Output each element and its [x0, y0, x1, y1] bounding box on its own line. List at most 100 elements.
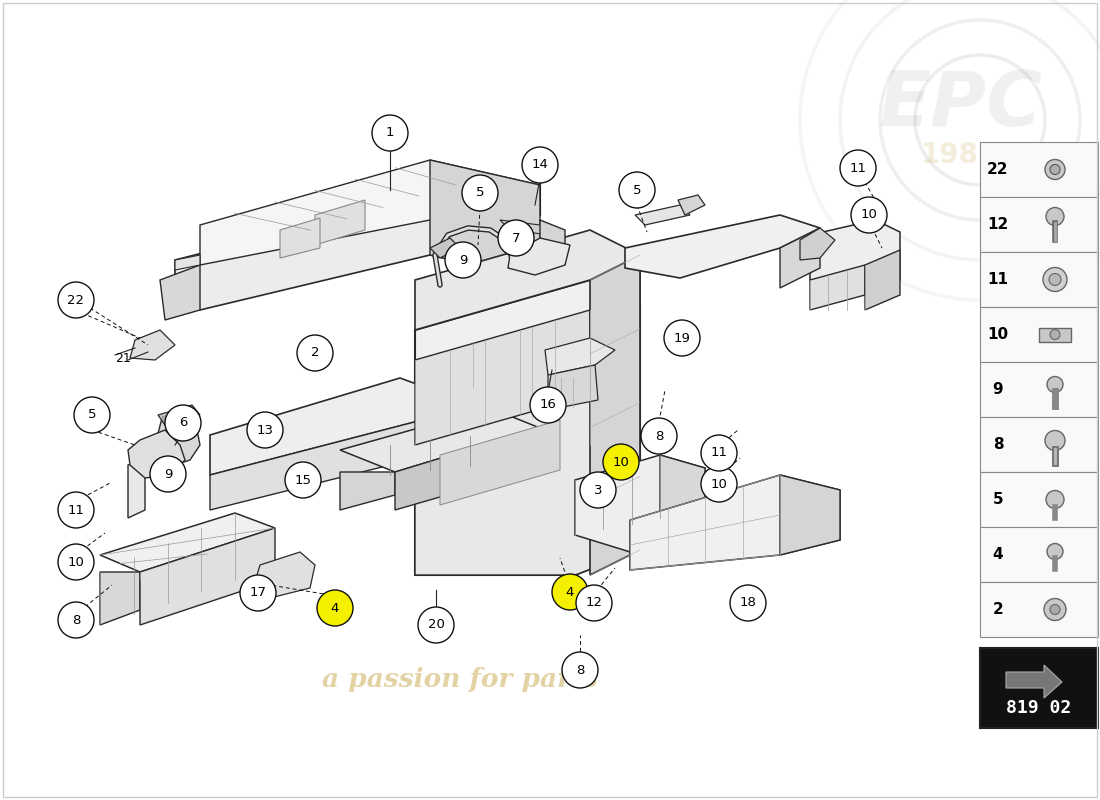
Polygon shape [810, 220, 900, 295]
Text: 5: 5 [475, 186, 484, 199]
Polygon shape [540, 220, 565, 265]
Text: 18: 18 [739, 597, 757, 610]
Text: 22: 22 [988, 162, 1009, 177]
Circle shape [285, 462, 321, 498]
Text: 13: 13 [256, 423, 274, 437]
Text: 8: 8 [575, 663, 584, 677]
Polygon shape [280, 218, 320, 258]
Polygon shape [430, 400, 460, 455]
Circle shape [1046, 207, 1064, 226]
Text: 21: 21 [116, 351, 131, 365]
Text: 7: 7 [512, 231, 520, 245]
Polygon shape [158, 405, 200, 425]
Text: 11: 11 [849, 162, 867, 174]
Circle shape [619, 172, 654, 208]
Circle shape [498, 220, 534, 256]
Polygon shape [155, 408, 200, 465]
Text: 1985: 1985 [922, 141, 999, 169]
Polygon shape [590, 255, 640, 575]
Circle shape [1045, 430, 1065, 450]
Circle shape [603, 444, 639, 480]
Bar [980, 417, 1098, 472]
Circle shape [576, 585, 612, 621]
Polygon shape [660, 455, 705, 530]
Polygon shape [100, 572, 140, 625]
Bar [980, 472, 1098, 527]
Circle shape [580, 472, 616, 508]
Polygon shape [395, 428, 540, 510]
Text: 12: 12 [988, 217, 1009, 232]
Polygon shape [440, 420, 560, 505]
Polygon shape [340, 472, 395, 510]
Circle shape [248, 412, 283, 448]
Text: 9: 9 [164, 467, 173, 481]
Polygon shape [255, 552, 315, 598]
Polygon shape [430, 160, 540, 280]
Polygon shape [810, 265, 865, 310]
Polygon shape [575, 455, 705, 555]
Text: 3: 3 [594, 483, 603, 497]
Circle shape [1045, 159, 1065, 179]
Text: 22: 22 [67, 294, 85, 306]
Circle shape [522, 147, 558, 183]
Polygon shape [415, 280, 640, 575]
Text: 11: 11 [67, 503, 85, 517]
Circle shape [240, 575, 276, 611]
Polygon shape [800, 228, 835, 260]
Text: 10: 10 [613, 455, 629, 469]
Text: 5: 5 [632, 183, 641, 197]
Polygon shape [1006, 665, 1062, 698]
Circle shape [664, 320, 700, 356]
Polygon shape [415, 395, 640, 575]
Polygon shape [160, 265, 200, 320]
Polygon shape [210, 378, 460, 475]
Circle shape [317, 590, 353, 626]
Text: 2: 2 [992, 602, 1003, 617]
Polygon shape [548, 365, 598, 410]
Polygon shape [415, 310, 590, 445]
Polygon shape [175, 255, 200, 270]
Text: 8: 8 [654, 430, 663, 442]
Bar [1040, 327, 1071, 342]
Text: 10: 10 [860, 209, 878, 222]
Polygon shape [315, 200, 365, 245]
Polygon shape [128, 458, 145, 518]
Polygon shape [162, 408, 192, 422]
Circle shape [297, 335, 333, 371]
Text: 11: 11 [711, 446, 727, 459]
Text: 10: 10 [988, 327, 1009, 342]
Circle shape [58, 282, 94, 318]
Circle shape [701, 435, 737, 471]
Text: 14: 14 [531, 158, 549, 171]
Circle shape [1050, 165, 1060, 174]
Text: 4: 4 [565, 586, 574, 598]
Text: 15: 15 [295, 474, 311, 486]
Polygon shape [780, 228, 820, 288]
Polygon shape [500, 220, 550, 235]
Circle shape [150, 456, 186, 492]
Text: a passion for parts: a passion for parts [322, 667, 598, 693]
Polygon shape [678, 195, 705, 215]
Circle shape [851, 197, 887, 233]
Polygon shape [544, 338, 615, 375]
Bar [980, 252, 1098, 307]
Polygon shape [210, 418, 430, 510]
Text: 11: 11 [988, 272, 1009, 287]
Circle shape [462, 175, 498, 211]
Circle shape [58, 492, 94, 528]
Circle shape [58, 544, 94, 580]
Bar [980, 142, 1098, 197]
Circle shape [372, 115, 408, 151]
Circle shape [1050, 330, 1060, 339]
Text: 4: 4 [331, 602, 339, 614]
Circle shape [552, 574, 589, 610]
Circle shape [418, 607, 454, 643]
Circle shape [840, 150, 876, 186]
Text: 8: 8 [992, 437, 1003, 452]
Text: 19: 19 [673, 331, 691, 345]
Polygon shape [200, 160, 540, 265]
Circle shape [1047, 543, 1063, 559]
Circle shape [730, 585, 766, 621]
Polygon shape [140, 528, 275, 625]
Polygon shape [415, 230, 640, 330]
